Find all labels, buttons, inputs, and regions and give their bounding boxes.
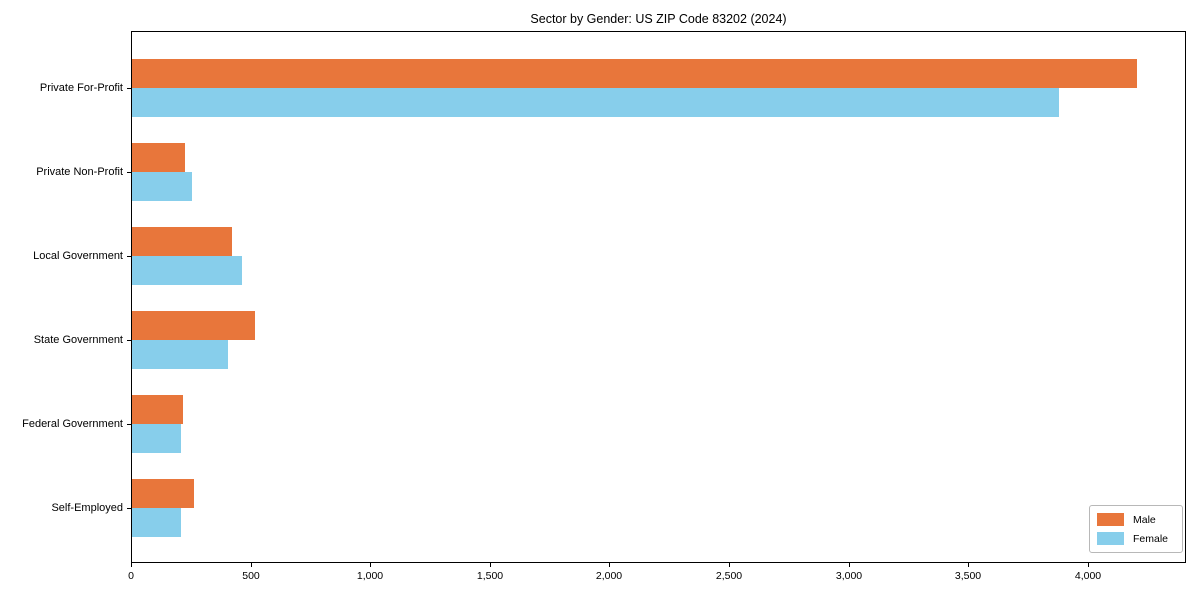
x-tick-mark xyxy=(1088,563,1089,567)
legend-entry-female: Female xyxy=(1097,531,1175,546)
y-tick-mark xyxy=(127,256,131,257)
legend-label-female: Female xyxy=(1133,532,1169,545)
y-tick-mark xyxy=(127,340,131,341)
x-tick-label: 2,000 xyxy=(595,570,623,582)
chart-title: Sector by Gender: US ZIP Code 83202 (202… xyxy=(530,12,787,26)
male-bar xyxy=(132,479,194,508)
male-bar xyxy=(132,395,183,424)
x-tick-mark xyxy=(131,563,132,567)
legend-entry-male: Male xyxy=(1097,512,1175,527)
x-tick-mark xyxy=(968,563,969,567)
male-bar xyxy=(132,143,185,172)
y-tick-mark xyxy=(127,172,131,173)
x-tick-label: 4,000 xyxy=(1074,570,1102,582)
y-axis-label: Local Government xyxy=(33,250,123,262)
male-bar xyxy=(132,311,255,340)
male-bar xyxy=(132,227,232,256)
x-tick-mark xyxy=(849,563,850,567)
y-tick-mark xyxy=(127,88,131,89)
female-bar xyxy=(132,88,1059,117)
x-tick-label: 500 xyxy=(242,570,260,582)
x-tick-mark xyxy=(370,563,371,567)
plot-area xyxy=(131,31,1186,563)
male-color-swatch xyxy=(1097,513,1124,526)
x-tick-mark xyxy=(490,563,491,567)
legend: Male Female xyxy=(1089,505,1183,553)
y-axis-label: Federal Government xyxy=(22,418,123,430)
male-bar xyxy=(132,59,1137,88)
x-tick-label: 2,500 xyxy=(715,570,743,582)
legend-label-male: Male xyxy=(1133,513,1156,526)
y-axis-label: Private Non-Profit xyxy=(36,166,123,178)
female-bar xyxy=(132,256,242,285)
x-tick-label: 1,000 xyxy=(356,570,384,582)
x-tick-mark xyxy=(729,563,730,567)
x-tick-label: 3,000 xyxy=(835,570,863,582)
x-tick-mark xyxy=(251,563,252,567)
female-color-swatch xyxy=(1097,532,1124,545)
y-axis-label: State Government xyxy=(33,334,123,346)
y-tick-mark xyxy=(127,508,131,509)
x-tick-label: 3,500 xyxy=(954,570,982,582)
x-tick-label: 0 xyxy=(128,570,134,582)
y-tick-mark xyxy=(127,424,131,425)
female-bar xyxy=(132,340,228,369)
female-bar xyxy=(132,508,181,537)
x-tick-mark xyxy=(609,563,610,567)
y-axis-label: Private For-Profit xyxy=(39,82,123,94)
y-axis-label: Self-Employed xyxy=(51,502,123,514)
x-tick-label: 1,500 xyxy=(476,570,504,582)
female-bar xyxy=(132,172,192,201)
female-bar xyxy=(132,424,181,453)
